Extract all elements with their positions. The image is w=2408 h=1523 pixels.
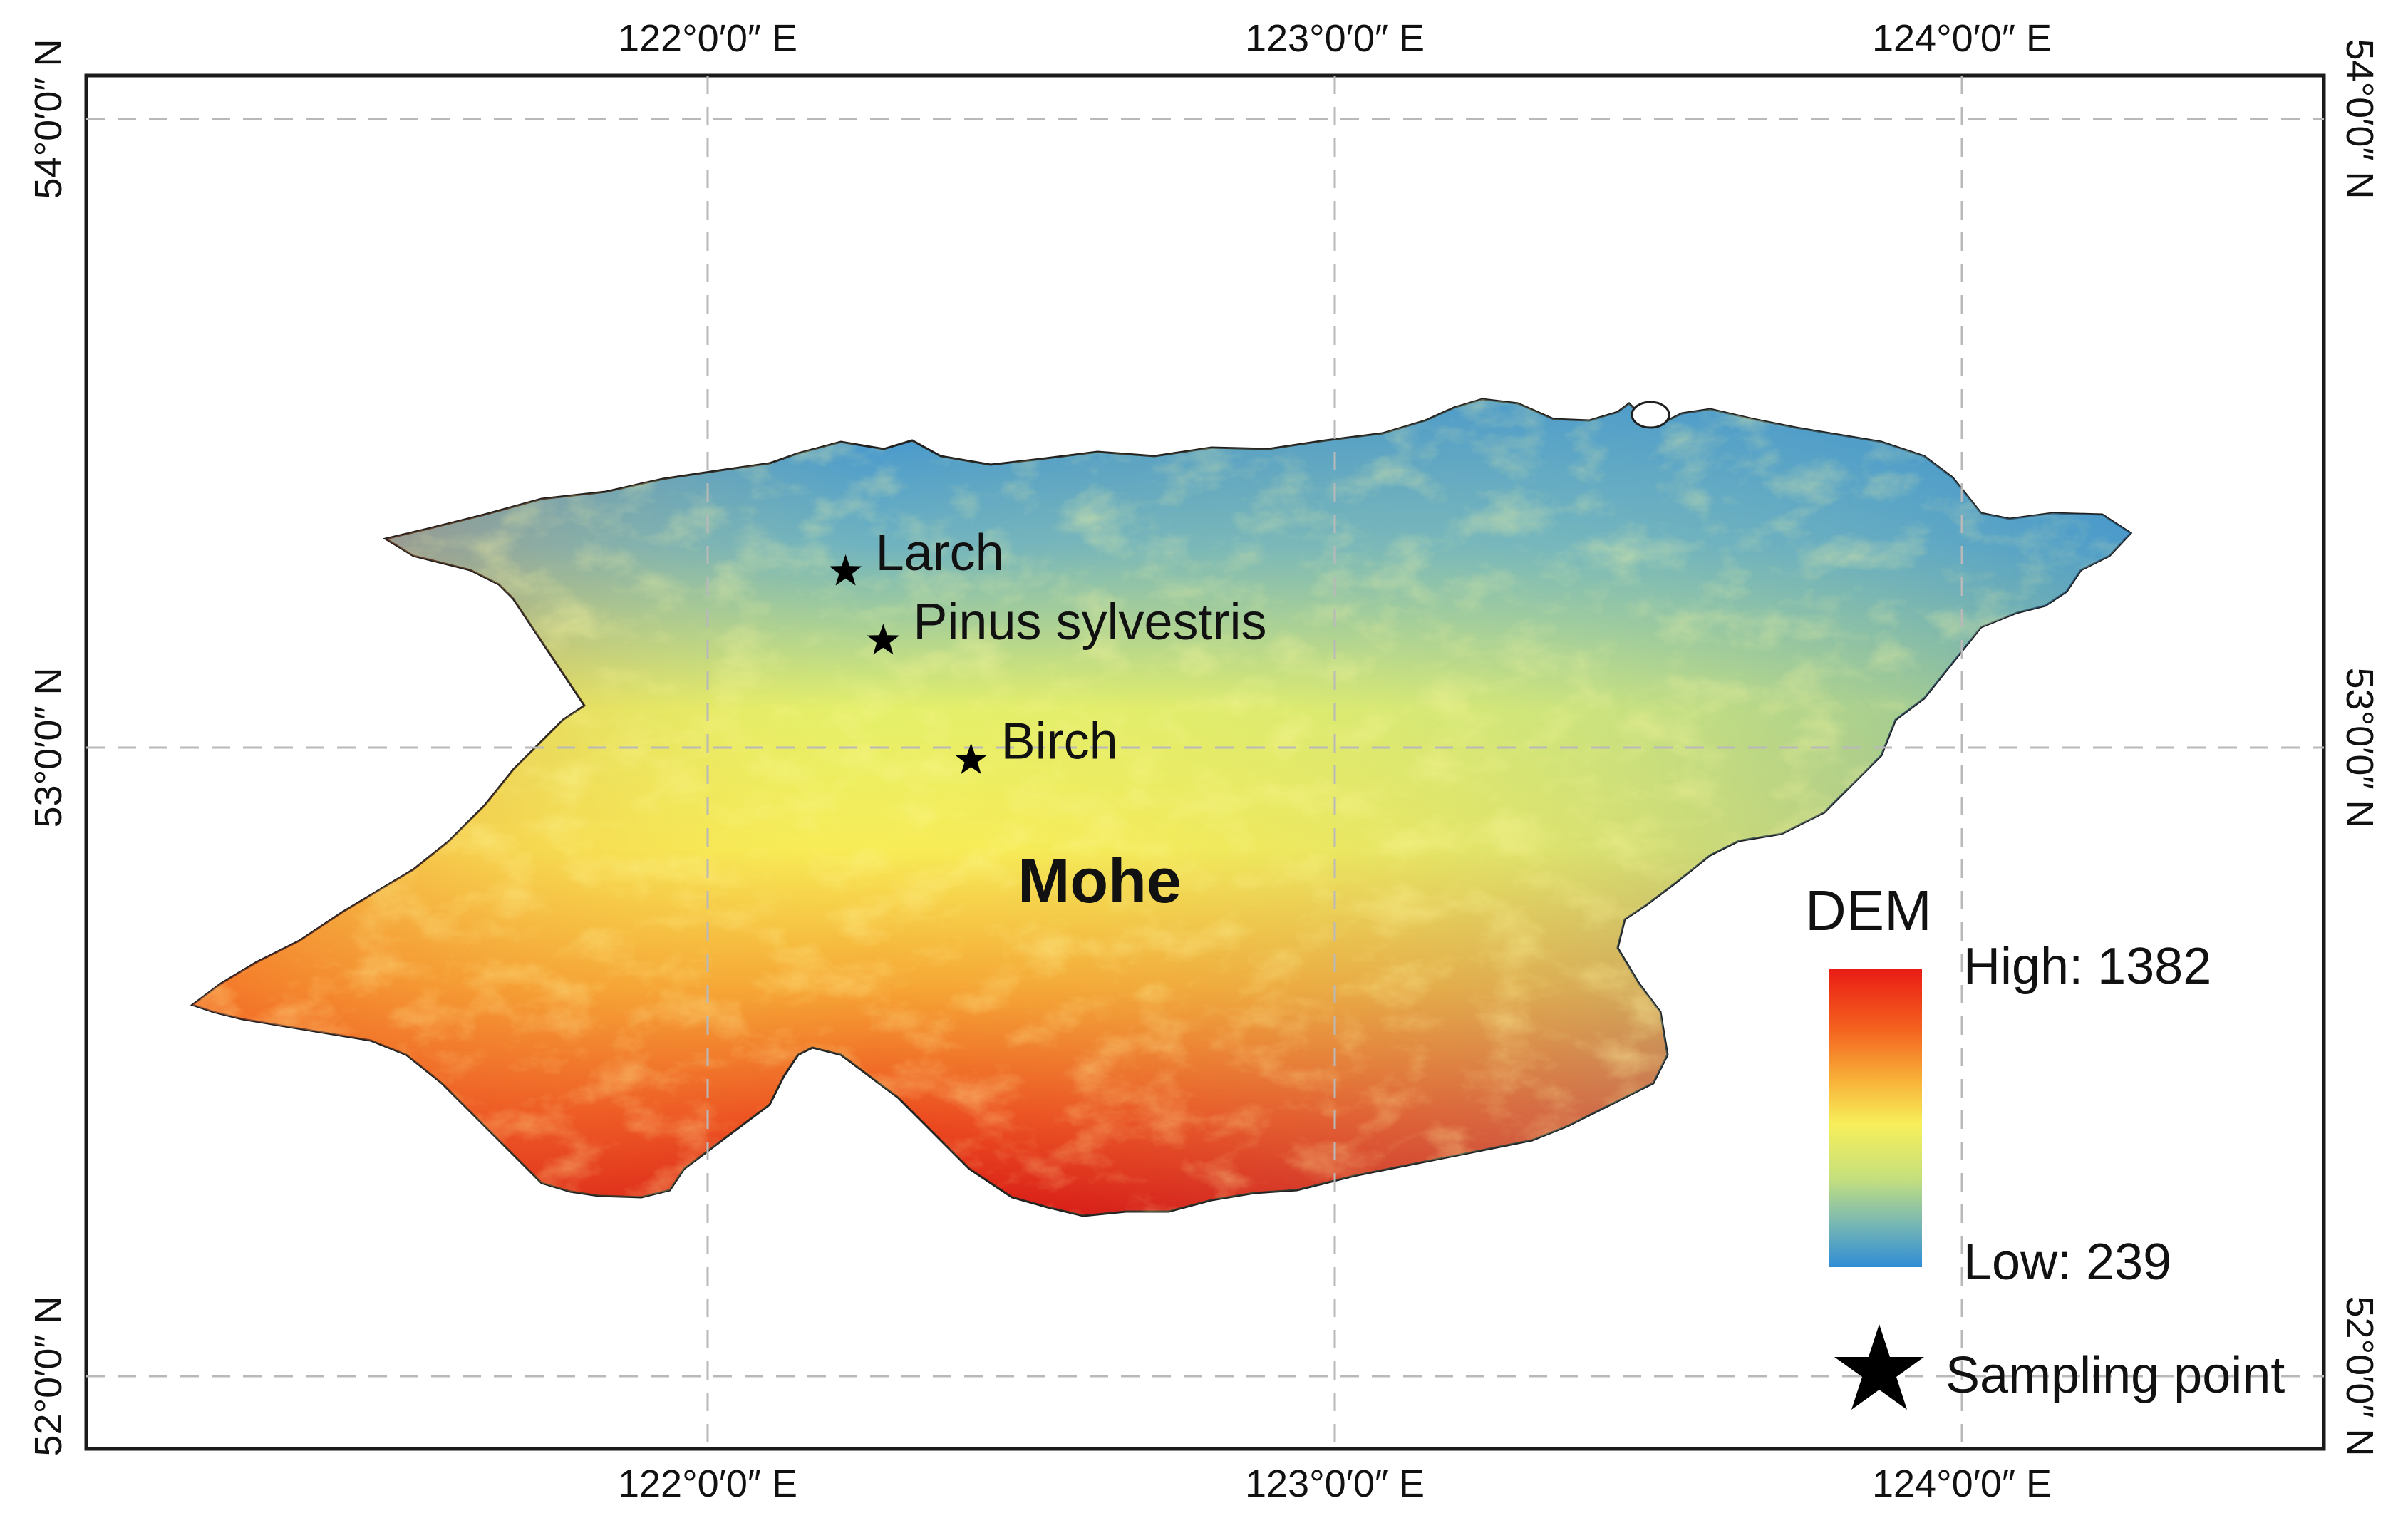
lon-label-bottom: 124°0′0″ E (1872, 1462, 2052, 1505)
graticule (86, 76, 2324, 1449)
legend-low-label: Low: 239 (1963, 1234, 2171, 1291)
lon-label-top: 122°0′0″ E (618, 17, 797, 60)
lat-label-left: 54°0′0″ N (27, 39, 70, 200)
legend-sampling-label: Sampling point (1945, 1347, 2285, 1404)
sampling-point-star-icon (829, 554, 862, 586)
axis-labels: 122°0′0″ E 122°0′0″ E 123°0′0″ E 123°0′0″ E… (27, 17, 2381, 1505)
lat-label-right: 52°0′0″ N (2338, 1296, 2381, 1457)
sampling-point-label: Pinus sylvestris (913, 594, 1266, 651)
lat-label-left: 52°0′0″ N (27, 1296, 70, 1457)
sampling-point-star-icon (954, 743, 988, 775)
legend-title: DEM (1805, 879, 1932, 942)
region-terrain-texture (192, 399, 2131, 1216)
lon-label-bottom: 122°0′0″ E (618, 1462, 797, 1505)
sampling-points: Larch Pinus sylvestris Birch (829, 525, 1267, 775)
lon-label-top: 123°0′0″ E (1245, 17, 1425, 60)
legend-sampling-entry: Sampling point (1834, 1324, 2285, 1410)
lat-label-right: 53°0′0″ N (2338, 668, 2381, 828)
legend: DEM High: 1382 Low: 239 Sampling point (1805, 879, 2285, 1410)
map-frame (84, 73, 2326, 1451)
sampling-point-label: Birch (1001, 713, 1118, 770)
sampling-point-star-icon (867, 624, 900, 655)
sampling-point-label: Larch (876, 525, 1004, 582)
legend-color-ramp (1829, 969, 1922, 1267)
lake-shape (1631, 401, 1670, 429)
region-label: Mohe (1018, 845, 1182, 916)
region-mohe (190, 398, 2133, 1217)
legend-high-label: High: 1382 (1963, 938, 2211, 995)
lat-label-left: 53°0′0″ N (27, 668, 70, 828)
legend-star-icon (1834, 1324, 1924, 1410)
lon-label-top: 124°0′0″ E (1872, 17, 2052, 60)
lon-label-bottom: 123°0′0″ E (1245, 1462, 1425, 1505)
lat-label-right: 54°0′0″ N (2338, 39, 2381, 200)
